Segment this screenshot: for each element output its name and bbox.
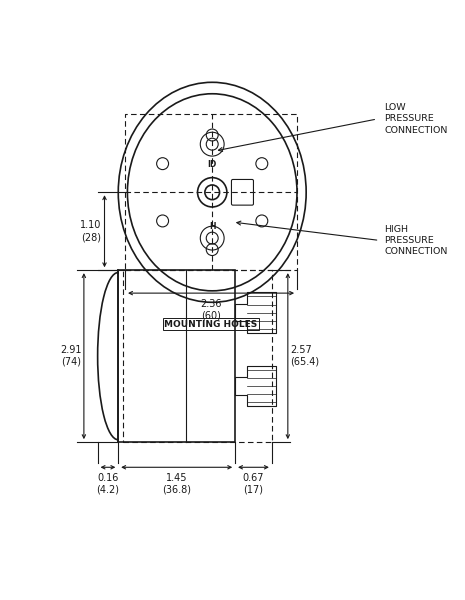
Text: 2.36
(60): 2.36 (60): [200, 299, 222, 320]
Text: 1.10
(28): 1.10 (28): [80, 220, 101, 242]
Text: LOW
PRESSURE
CONNECTION: LOW PRESSURE CONNECTION: [384, 103, 447, 134]
Text: 2.91
(74): 2.91 (74): [60, 346, 81, 367]
Text: ID: ID: [207, 160, 217, 169]
Text: 1.45
(36.8): 1.45 (36.8): [162, 473, 191, 494]
Text: H: H: [209, 222, 215, 231]
Text: MOUNTING HOLES: MOUNTING HOLES: [165, 320, 258, 329]
Text: HIGH
PRESSURE
CONNECTION: HIGH PRESSURE CONNECTION: [384, 225, 447, 256]
Bar: [118, 270, 235, 442]
Text: 0.67
(17): 0.67 (17): [243, 473, 264, 494]
Text: 0.16
(4.2): 0.16 (4.2): [96, 473, 120, 494]
Text: 2.57
(65.4): 2.57 (65.4): [290, 346, 319, 367]
